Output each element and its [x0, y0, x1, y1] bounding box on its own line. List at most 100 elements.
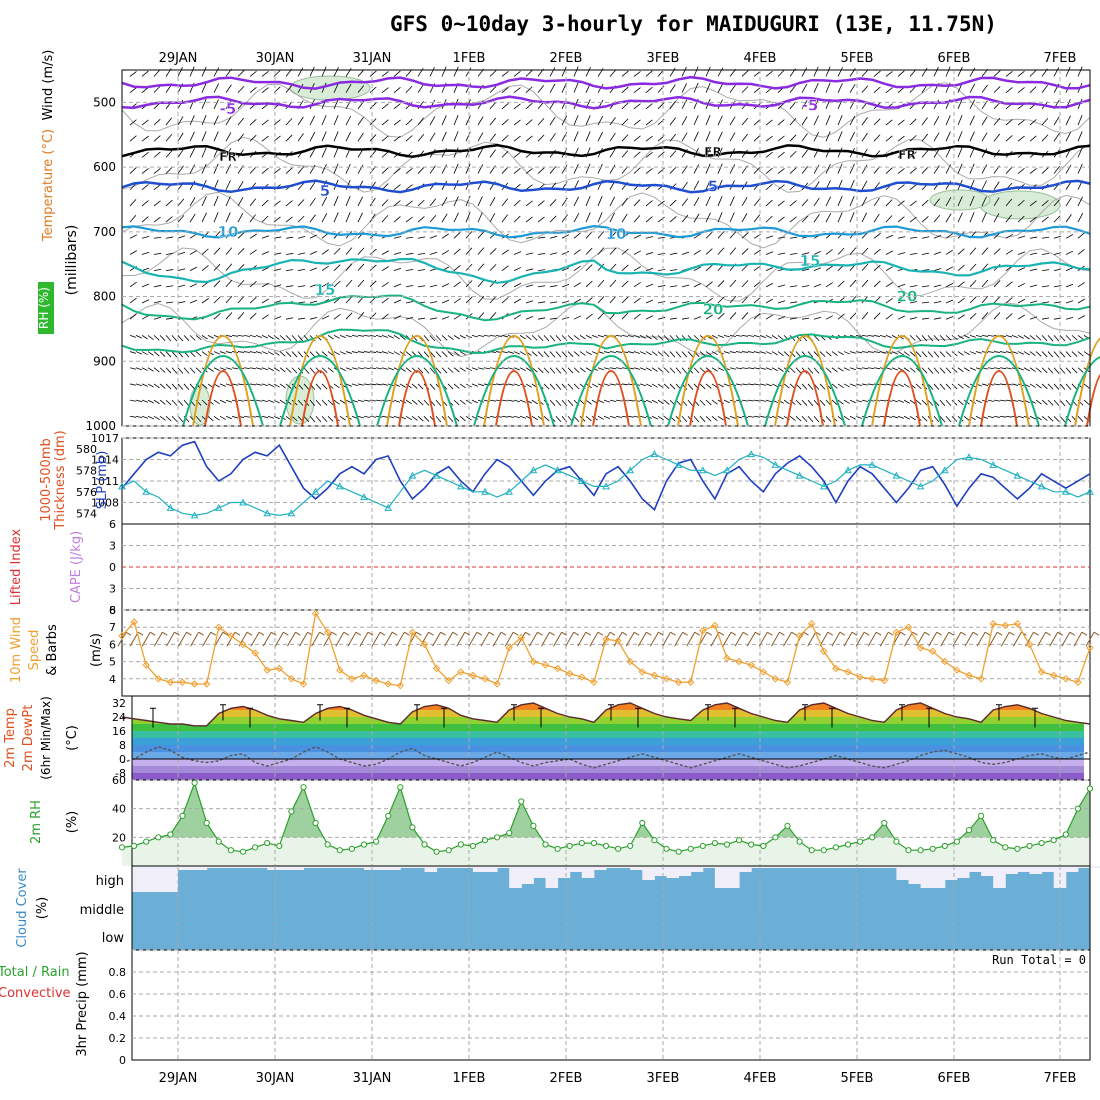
wind-barb — [1029, 236, 1038, 239]
wind-barb — [531, 415, 538, 421]
wind-barb — [537, 236, 546, 239]
wind-barb — [261, 383, 269, 387]
wind-barb — [1071, 335, 1078, 341]
wind-barb-10m-flag — [996, 631, 1003, 636]
wind-barb — [537, 200, 545, 207]
wind-barb — [1053, 399, 1060, 406]
wind-barb — [741, 296, 749, 304]
wind-barb-10m — [444, 631, 454, 647]
wind-barb — [399, 383, 406, 388]
wind-barb — [933, 214, 941, 223]
wind-barb — [141, 151, 149, 158]
wind-barb — [297, 67, 304, 77]
wind-barb — [297, 166, 305, 174]
wind-barb — [993, 213, 1000, 223]
svg-text:RH (%): RH (%) — [37, 287, 51, 329]
wind-barb — [537, 317, 546, 320]
wind-barb — [501, 198, 509, 207]
axis-label-part: (°C) — [65, 725, 80, 751]
wind-barb — [789, 200, 797, 207]
wind-barb — [789, 301, 798, 304]
cloud-high-clear — [339, 866, 353, 868]
wind-barb — [777, 168, 785, 174]
wind-barb — [1041, 236, 1050, 239]
boundary-layer-contour — [192, 335, 254, 427]
wind-barb — [843, 383, 850, 388]
wind-barb — [309, 164, 316, 174]
rh-marker — [978, 812, 985, 819]
wind-barb-10m — [722, 631, 732, 647]
wind-barb — [507, 351, 515, 354]
wind-barb — [381, 313, 389, 320]
wind-barb — [861, 367, 869, 370]
wind-barb — [549, 199, 557, 207]
wind-barb — [357, 164, 364, 174]
wind-barb — [609, 132, 616, 142]
wind-barb — [153, 216, 161, 223]
wind-barb — [849, 312, 857, 320]
wind-barb — [225, 351, 233, 354]
wind-barb — [705, 281, 713, 288]
wind-speed-marker — [481, 675, 489, 683]
wind-barb — [519, 367, 526, 372]
wind-barb — [525, 284, 534, 288]
wind-barb — [141, 283, 150, 288]
wind-barb — [561, 214, 568, 223]
axis-label-part: 2m Temp — [3, 708, 18, 768]
wind-barb — [729, 334, 737, 337]
cloud-high-clear — [206, 866, 220, 868]
run-total-annotation: Run Total = 0 — [992, 953, 1086, 967]
wind-barb — [825, 82, 831, 93]
wind-barb — [525, 119, 533, 126]
wind-barb — [1011, 383, 1019, 386]
wind-barb — [309, 181, 316, 190]
thickness-marker — [916, 482, 925, 490]
stability-tick-label: 0 — [109, 561, 116, 574]
wind-barb — [417, 236, 426, 239]
wind-barb-10m-flag — [174, 631, 180, 636]
wind-barb — [873, 312, 881, 320]
wind-barb — [285, 134, 293, 142]
axis-label-part: (%) — [35, 897, 50, 920]
temperature-fill — [132, 703, 1084, 780]
wind-barb — [213, 351, 220, 355]
wind-barb — [273, 119, 281, 126]
wind-barb — [261, 119, 269, 126]
wind-barb — [381, 367, 389, 370]
wind-barb — [759, 335, 766, 338]
wind-barb — [1077, 115, 1083, 126]
wind-barb — [753, 135, 761, 142]
wind-barb — [507, 383, 515, 386]
wind-barb — [621, 383, 629, 386]
wind-barb — [267, 415, 275, 419]
thickness-tick-label: 580 — [76, 443, 97, 456]
wind-barb — [309, 214, 316, 223]
wind-barb — [225, 312, 233, 320]
wind-barb — [249, 281, 257, 288]
wind-barb — [1005, 334, 1013, 338]
wind-barb — [753, 198, 761, 207]
boundary-layer-contour — [301, 370, 339, 427]
boundary-layer-contour — [1086, 373, 1100, 427]
rh-marker — [917, 847, 924, 854]
wind-barb — [681, 367, 688, 374]
wind-barb — [1041, 351, 1048, 358]
wind-barb-10m — [299, 631, 308, 647]
rh-patch — [979, 190, 1061, 220]
wind-barb — [255, 351, 263, 354]
wind-barb — [249, 70, 257, 77]
wind-barb — [921, 351, 928, 358]
wind-barb — [207, 335, 214, 339]
wind-speed-marker — [166, 678, 175, 686]
wind-barb — [777, 316, 786, 320]
wind-barb — [309, 300, 318, 304]
wind-barb — [993, 312, 1001, 320]
wind-barb — [927, 335, 934, 342]
wind-barb-10m — [625, 631, 635, 647]
thickness-marker — [989, 460, 998, 468]
wind-barb — [849, 99, 856, 110]
cloud-high-clear — [1065, 866, 1079, 872]
wind-barb — [1059, 416, 1066, 423]
wind-barb — [345, 399, 352, 404]
wind-barb — [405, 118, 413, 126]
